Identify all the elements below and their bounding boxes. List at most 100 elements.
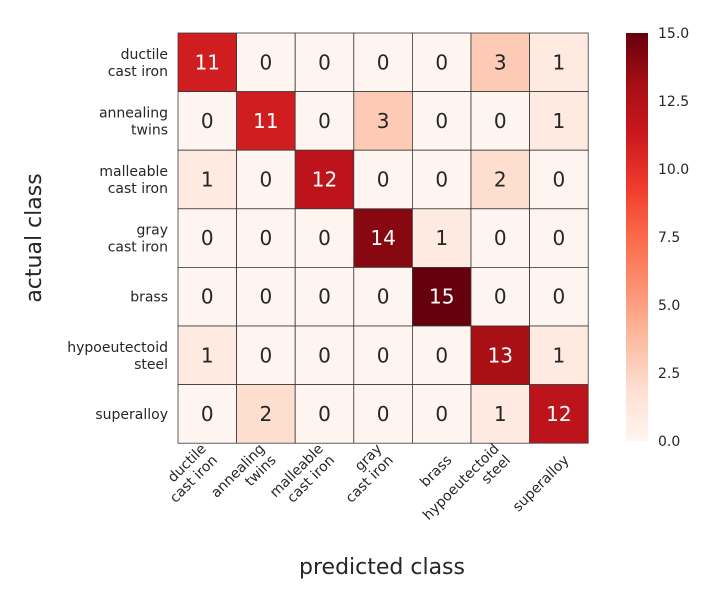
heatmap-cell <box>411 384 472 444</box>
x-tick-label: superalloy <box>510 452 573 515</box>
y-tick-label: brass <box>130 290 168 306</box>
colorbar <box>626 33 648 441</box>
colorbar-gradient <box>626 33 648 441</box>
heatmap-cell-value: 1 <box>435 226 448 250</box>
colorbar-tick-label: 0.0 <box>658 434 680 450</box>
heatmap-cell <box>236 325 296 385</box>
heatmap-cell-value: 0 <box>201 402 214 426</box>
y-tick-label: hypoeutectoid steel <box>67 340 168 373</box>
heatmap-cell-value: 11 <box>195 50 220 74</box>
colorbar-tick-label: 2.5 <box>658 366 680 382</box>
x-tick-label: annealingtwins <box>208 441 279 512</box>
heatmap-cell <box>294 384 355 444</box>
heatmap-cell-value: 0 <box>318 109 331 133</box>
heatmap-cell-labels: 11 0 0 0 0 3 10 11 0 3 0 0 11 0 12 0 0 2 00 0 0 14 1 0 00 0 0 0 15 0 0… <box>195 50 572 426</box>
heatmap-cell-value: 12 <box>312 168 337 192</box>
heatmap-cell <box>353 32 413 92</box>
heatmap-cell-value: 0 <box>553 285 566 309</box>
heatmap-cell <box>177 266 237 327</box>
x-tick-label: malleablecast iron <box>267 441 338 512</box>
colorbar-tick-label: 7.5 <box>658 230 680 246</box>
heatmap-cell-value: 0 <box>260 285 273 309</box>
heatmap-cell <box>294 32 355 92</box>
heatmap-cell-value: 1 <box>553 109 566 133</box>
heatmap-cell <box>294 91 355 151</box>
heatmap-cell <box>529 91 589 151</box>
heatmap-cell <box>529 384 589 444</box>
heatmap-cell <box>177 32 237 92</box>
heatmap-cell-value: 0 <box>494 109 507 133</box>
x-axis-title: predicted class <box>299 555 465 580</box>
y-tick-label: ductile cast iron <box>108 47 168 80</box>
heatmap-cell-value: 0 <box>435 109 448 133</box>
heatmap-cell <box>177 91 237 151</box>
heatmap-cell-value: 2 <box>260 402 273 426</box>
x-tick-label: hypoeutectoidsteel <box>420 441 514 535</box>
heatmap-cell <box>529 325 589 385</box>
heatmap-cells <box>177 32 589 444</box>
heatmap-cell-value: 0 <box>260 168 273 192</box>
heatmap-cell <box>177 208 237 268</box>
heatmap-cell <box>411 325 472 385</box>
heatmap-cell-value: 0 <box>201 285 214 309</box>
heatmap-cell-value: 0 <box>553 226 566 250</box>
colorbar-tick-label: 5.0 <box>658 298 680 314</box>
heatmap-cell <box>411 149 472 210</box>
y-tick-label: superalloy <box>95 407 168 423</box>
colorbar-tick-label: 12.5 <box>658 94 689 110</box>
heatmap-cell-value: 0 <box>377 285 390 309</box>
heatmap-cell-value: 2 <box>494 168 507 192</box>
heatmap-cell <box>529 266 589 327</box>
x-tick-label: ductilecast iron <box>156 441 221 506</box>
heatmap-cell-value: 3 <box>494 50 507 74</box>
heatmap-cell <box>294 149 355 210</box>
heatmap-cell-value: 3 <box>377 109 390 133</box>
x-tick-labels: ductilecast ironannealingtwinsmalleablec… <box>156 441 573 535</box>
heatmap-cell-value: 0 <box>318 285 331 309</box>
heatmap-cell-value: 0 <box>318 50 331 74</box>
heatmap-cell-value: 0 <box>377 343 390 367</box>
heatmap-cell <box>470 384 530 444</box>
heatmap-cell <box>470 91 530 151</box>
heatmap-cell <box>411 32 472 92</box>
heatmap-cell-value: 1 <box>201 168 214 192</box>
heatmap-cell-value: 0 <box>377 50 390 74</box>
heatmap-cell-value: 0 <box>377 402 390 426</box>
heatmap-cell-value: 0 <box>435 402 448 426</box>
colorbar-tick-label: 15.0 <box>658 26 689 42</box>
colorbar-tick-labels: 0.0 2.5 5.0 7.5 10.0 12.5 15.0 <box>658 26 689 450</box>
heatmap-cell-value: 0 <box>377 168 390 192</box>
heatmap-cell <box>470 32 530 92</box>
heatmap-cell-value: 1 <box>494 402 507 426</box>
heatmap-cell-value: 14 <box>370 226 395 250</box>
y-tick-label: gray cast iron <box>108 223 168 256</box>
heatmap-cell <box>529 149 589 210</box>
heatmap-cell-value: 0 <box>318 343 331 367</box>
heatmap-cell-value: 0 <box>435 50 448 74</box>
heatmap-cell-value: 0 <box>553 168 566 192</box>
heatmap-cell-value: 13 <box>488 343 513 367</box>
heatmap-cell <box>353 384 413 444</box>
heatmap-cell-value: 11 <box>253 109 278 133</box>
y-tick-labels: ductile cast iron annealing twins malleable c… <box>67 47 168 423</box>
heatmap-cell-value: 15 <box>429 285 454 309</box>
y-axis-title: actual class <box>22 173 47 302</box>
heatmap-cell-value: 0 <box>318 226 331 250</box>
heatmap-cell <box>294 266 355 327</box>
heatmap-cell-value: 1 <box>553 50 566 74</box>
heatmap-cell-value: 12 <box>546 402 571 426</box>
heatmap-cell <box>529 208 589 268</box>
heatmap-cell-value: 0 <box>260 343 273 367</box>
heatmap-cell <box>294 325 355 385</box>
heatmap-cell-value: 1 <box>201 343 214 367</box>
y-tick-label: annealing twins <box>99 105 168 138</box>
heatmap-cell <box>236 32 296 92</box>
heatmap-cell-value: 0 <box>435 343 448 367</box>
heatmap-cell <box>411 91 472 151</box>
heatmap-cell <box>236 149 296 210</box>
y-tick-label: malleable cast iron <box>99 164 168 197</box>
heatmap-cell-value: 0 <box>494 285 507 309</box>
heatmap-cell-value: 1 <box>553 343 566 367</box>
x-tick-label: graycast iron <box>331 441 396 506</box>
